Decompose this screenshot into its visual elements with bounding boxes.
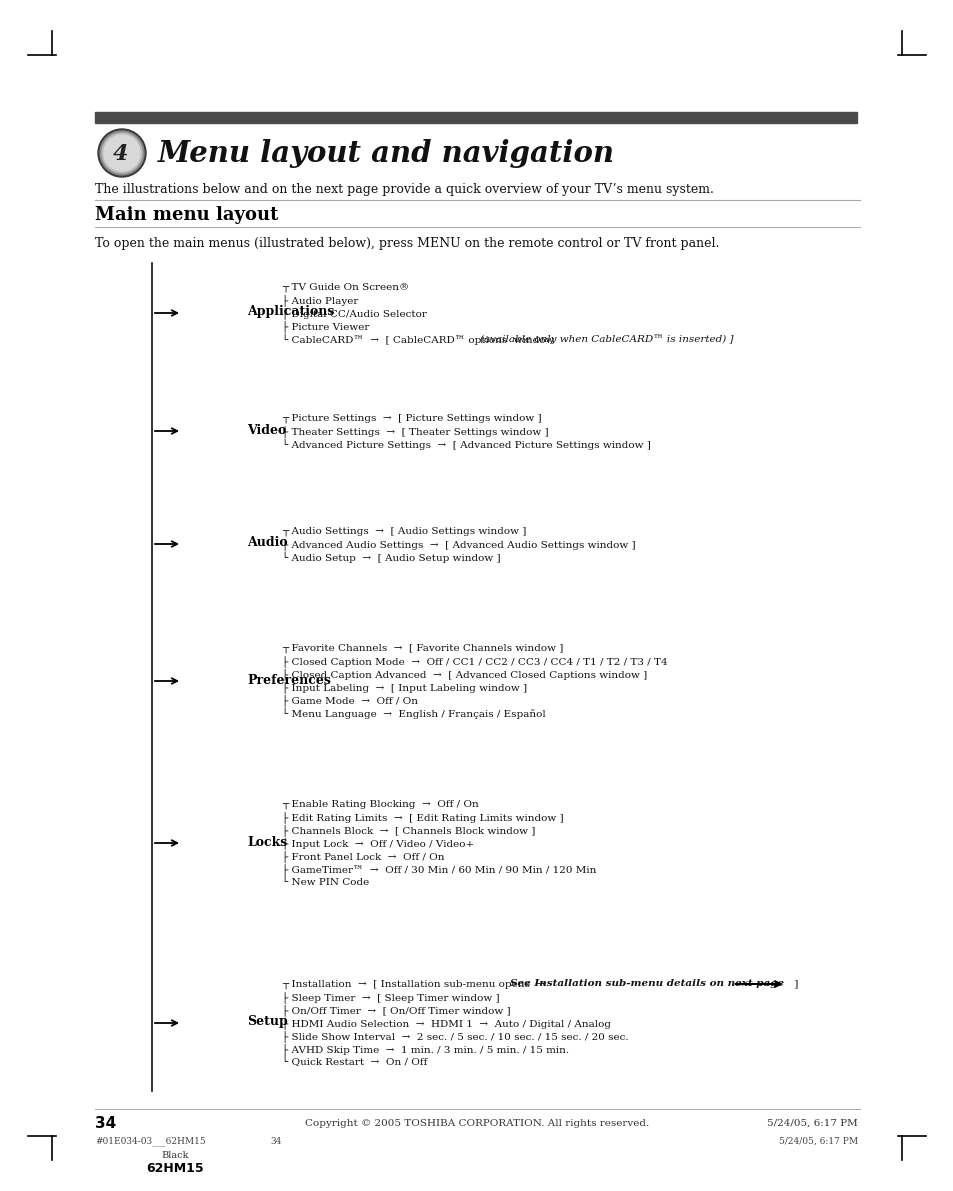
Circle shape bbox=[102, 133, 142, 173]
Text: ┬ TV Guide On Screen®: ┬ TV Guide On Screen® bbox=[282, 282, 409, 292]
Text: ┬ Enable Rating Blocking  →  Off / On: ┬ Enable Rating Blocking → Off / On bbox=[282, 799, 478, 809]
Text: ├ Closed Caption Mode  →  Off / CC1 / CC2 / CC3 / CC4 / T1 / T2 / T3 / T4: ├ Closed Caption Mode → Off / CC1 / CC2 … bbox=[282, 655, 667, 667]
Text: └ Advanced Picture Settings  →  [ Advanced Picture Settings window ]: └ Advanced Picture Settings → [ Advanced… bbox=[282, 438, 650, 450]
Text: ]: ] bbox=[790, 979, 798, 989]
Text: ├ Slide Show Interval  →  2 sec. / 5 sec. / 10 sec. / 15 sec. / 20 sec.: ├ Slide Show Interval → 2 sec. / 5 sec. … bbox=[282, 1030, 628, 1042]
Text: ├ Channels Block  →  [ Channels Block window ]: ├ Channels Block → [ Channels Block wind… bbox=[282, 824, 535, 836]
Text: ├ Theater Settings  →  [ Theater Settings window ]: ├ Theater Settings → [ Theater Settings … bbox=[282, 425, 548, 437]
Text: ├ Advanced Audio Settings  →  [ Advanced Audio Settings window ]: ├ Advanced Audio Settings → [ Advanced A… bbox=[282, 538, 635, 550]
Text: └ New PIN Code: └ New PIN Code bbox=[282, 878, 369, 886]
Text: └ Menu Language  →  English / Français / Español: └ Menu Language → English / Français / E… bbox=[282, 707, 545, 719]
Circle shape bbox=[100, 131, 144, 175]
Text: ├ Edit Rating Limits  →  [ Edit Rating Limits window ]: ├ Edit Rating Limits → [ Edit Rating Lim… bbox=[282, 811, 563, 823]
Text: ├ On/Off Timer  →  [ On/Off Timer window ]: ├ On/Off Timer → [ On/Off Timer window ] bbox=[282, 1004, 510, 1016]
Text: 5/24/05, 6:17 PM: 5/24/05, 6:17 PM bbox=[766, 1118, 857, 1128]
Text: ├ Input Lock  →  Off / Video / Video+: ├ Input Lock → Off / Video / Video+ bbox=[282, 837, 474, 849]
Text: (available only when CableCARD™ is inserted) ]: (available only when CableCARD™ is inser… bbox=[479, 335, 733, 344]
Text: 5/24/05, 6:17 PM: 5/24/05, 6:17 PM bbox=[778, 1136, 857, 1146]
Text: ├ HDMI Audio Selection  →  HDMI 1  →  Auto / Digital / Analog: ├ HDMI Audio Selection → HDMI 1 → Auto /… bbox=[282, 1017, 610, 1029]
Text: To open the main menus (illustrated below), press MENU on the remote control or : To open the main menus (illustrated belo… bbox=[95, 237, 719, 250]
Text: └ CableCARD™  →  [ CableCARD™ options  window: └ CableCARD™ → [ CableCARD™ options wind… bbox=[282, 333, 558, 344]
Text: See Installation sub-menu details on next page: See Installation sub-menu details on nex… bbox=[509, 979, 783, 989]
Text: ├ Picture Viewer: ├ Picture Viewer bbox=[282, 320, 369, 332]
Text: Menu layout and navigation: Menu layout and navigation bbox=[158, 139, 615, 168]
Text: Video: Video bbox=[247, 424, 286, 436]
Text: ├ AVHD Skip Time  →  1 min. / 3 min. / 5 min. / 15 min.: ├ AVHD Skip Time → 1 min. / 3 min. / 5 m… bbox=[282, 1043, 569, 1055]
Text: ├ Sleep Timer  →  [ Sleep Timer window ]: ├ Sleep Timer → [ Sleep Timer window ] bbox=[282, 991, 499, 1003]
Text: ┬ Picture Settings  →  [ Picture Settings window ]: ┬ Picture Settings → [ Picture Settings … bbox=[282, 413, 541, 423]
Bar bbox=[95, 112, 856, 123]
Text: Audio: Audio bbox=[247, 536, 287, 549]
Text: Locks: Locks bbox=[247, 836, 287, 848]
Text: ├ Front Panel Lock  →  Off / On: ├ Front Panel Lock → Off / On bbox=[282, 850, 444, 862]
Text: 4: 4 bbox=[113, 143, 129, 166]
Text: Black: Black bbox=[161, 1151, 189, 1160]
Text: Setup: Setup bbox=[247, 1016, 288, 1029]
Text: └ Quick Restart  →  On / Off: └ Quick Restart → On / Off bbox=[282, 1056, 427, 1067]
Text: #01E034-03___62HM15: #01E034-03___62HM15 bbox=[95, 1136, 206, 1146]
Text: ├ Input Labeling  →  [ Input Labeling window ]: ├ Input Labeling → [ Input Labeling wind… bbox=[282, 681, 527, 693]
Text: ┬ Audio Settings  →  [ Audio Settings window ]: ┬ Audio Settings → [ Audio Settings wind… bbox=[282, 526, 526, 536]
Text: ┬ Favorite Channels  →  [ Favorite Channels window ]: ┬ Favorite Channels → [ Favorite Channel… bbox=[282, 644, 563, 653]
Text: Applications: Applications bbox=[247, 306, 334, 318]
Text: ├ Audio Player: ├ Audio Player bbox=[282, 294, 358, 306]
Text: └ Audio Setup  →  [ Audio Setup window ]: └ Audio Setup → [ Audio Setup window ] bbox=[282, 551, 500, 562]
Text: ├ GameTimer™  →  Off / 30 Min / 60 Min / 90 Min / 120 Min: ├ GameTimer™ → Off / 30 Min / 60 Min / 9… bbox=[282, 863, 596, 875]
Text: 62HM15: 62HM15 bbox=[146, 1162, 204, 1176]
Text: 34: 34 bbox=[95, 1116, 116, 1130]
Text: 34: 34 bbox=[270, 1136, 281, 1146]
Circle shape bbox=[98, 129, 146, 177]
Text: Preferences: Preferences bbox=[247, 673, 331, 686]
Text: ├ Closed Caption Advanced  →  [ Advanced Closed Captions window ]: ├ Closed Caption Advanced → [ Advanced C… bbox=[282, 668, 646, 680]
Text: ┬ Installation  →  [ Installation sub-menu opens  →: ┬ Installation → [ Installation sub-menu… bbox=[282, 979, 551, 989]
Text: ├ Digital CC/Audio Selector: ├ Digital CC/Audio Selector bbox=[282, 307, 426, 319]
Circle shape bbox=[104, 135, 140, 172]
Text: The illustrations below and on the next page provide a quick overview of your TV: The illustrations below and on the next … bbox=[95, 182, 713, 195]
Text: Copyright © 2005 TOSHIBA CORPORATION. All rights reserved.: Copyright © 2005 TOSHIBA CORPORATION. Al… bbox=[305, 1118, 648, 1128]
Text: ├ Game Mode  →  Off / On: ├ Game Mode → Off / On bbox=[282, 694, 417, 706]
Text: Main menu layout: Main menu layout bbox=[95, 206, 278, 224]
